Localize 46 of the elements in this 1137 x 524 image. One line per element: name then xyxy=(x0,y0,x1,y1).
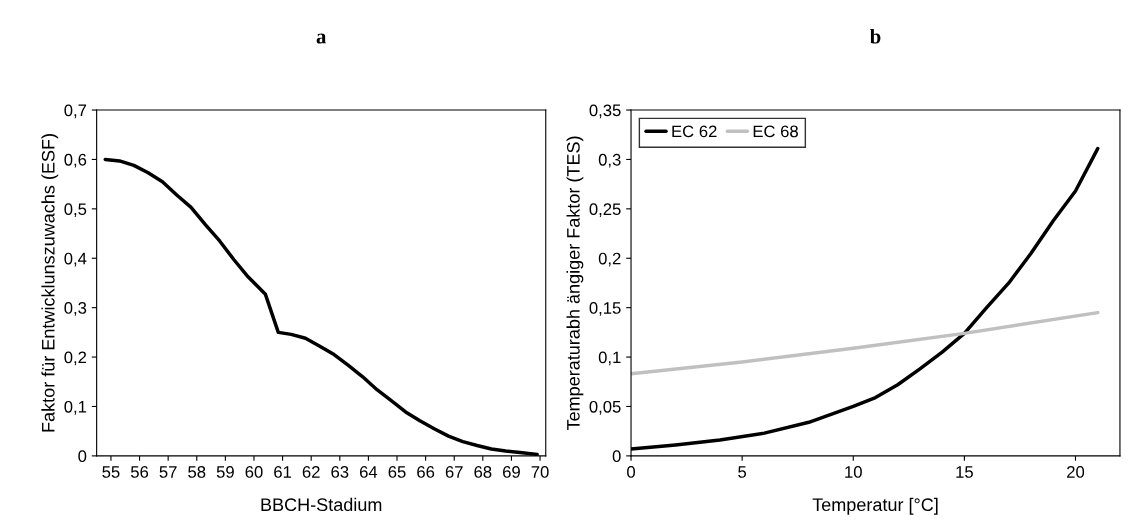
x-tick-label: 56 xyxy=(130,466,149,478)
x-tick-label: 65 xyxy=(388,466,406,478)
x-tick-label: 69 xyxy=(503,466,520,478)
y-tick-label: 0,05 xyxy=(589,400,621,415)
x-tick-label: 67 xyxy=(445,466,463,478)
chart-title: a xyxy=(316,33,327,44)
x-tick-label: 10 xyxy=(845,466,862,478)
y-tick-label: 0,35 xyxy=(589,104,621,119)
x-tick-label: 66 xyxy=(417,466,435,478)
y-axis-title: Temperaturabh ängiger Faktor (TES) xyxy=(566,136,584,431)
y-tick-label: 0,2 xyxy=(598,252,621,267)
y-axis-title: Faktor für Entwicklunszuwachs (ESF) xyxy=(41,134,59,432)
x-tick-label: 5 xyxy=(738,466,747,478)
x-tick-label: 59 xyxy=(216,466,234,478)
x-tick-label: 58 xyxy=(188,466,206,478)
x-tick-label: 62 xyxy=(302,466,320,478)
x-tick-label: 60 xyxy=(245,466,263,478)
y-tick-label: 0,1 xyxy=(598,351,621,366)
x-tick-label: 61 xyxy=(274,466,292,478)
legend-label: EC 62 xyxy=(672,125,717,138)
y-tick-label: 0,25 xyxy=(589,203,621,218)
x-tick-label: 55 xyxy=(102,466,120,478)
x-tick-label: 57 xyxy=(159,466,177,478)
legend-label: EC 68 xyxy=(753,125,798,138)
y-tick-label: 0,6 xyxy=(64,153,87,168)
y-tick-label: 0,15 xyxy=(589,302,621,316)
y-tick-label: 0,3 xyxy=(64,302,87,316)
x-tick-label: 70 xyxy=(531,466,549,478)
x-tick-label: 20 xyxy=(1067,466,1085,478)
y-tick-label: 0,2 xyxy=(64,351,87,366)
chart-title: b xyxy=(869,28,881,44)
y-tick-label: 0,7 xyxy=(64,104,87,119)
line-series xyxy=(631,310,1100,376)
y-tick-label: 0 xyxy=(78,450,87,463)
y-tick-label: 0,3 xyxy=(598,153,621,168)
x-tick-label: 68 xyxy=(474,466,492,478)
y-tick-label: 0,4 xyxy=(64,252,87,267)
y-tick-label: 0,1 xyxy=(64,400,87,415)
y-tick-label: 0 xyxy=(612,450,621,463)
x-axis-title: Temperatur [°C] xyxy=(812,497,938,515)
x-tick-label: 0 xyxy=(627,466,636,478)
y-tick-label: 0,5 xyxy=(64,203,87,218)
x-tick-label: 15 xyxy=(956,466,973,478)
x-tick-label: 63 xyxy=(331,466,349,478)
x-tick-label: 64 xyxy=(359,466,378,478)
x-axis-title: BBCH-Stadium xyxy=(261,497,382,512)
